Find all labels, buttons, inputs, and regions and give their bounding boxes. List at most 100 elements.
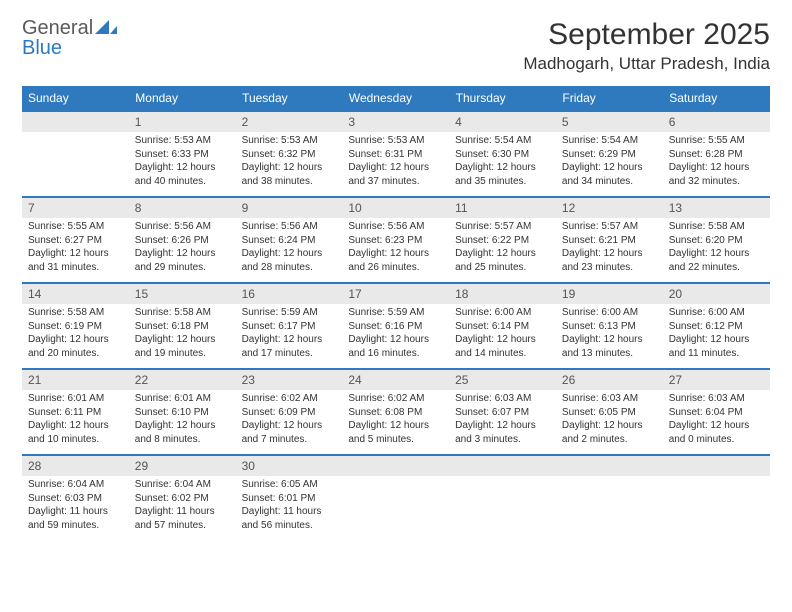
daylight-text: Daylight: 12 hours and 11 minutes.: [669, 333, 764, 360]
day-number-cell: [663, 455, 770, 476]
day-number-cell: 1: [129, 111, 236, 132]
sunset-text: Sunset: 6:33 PM: [135, 148, 230, 162]
day-detail-cell: Sunrise: 5:54 AMSunset: 6:30 PMDaylight:…: [449, 132, 556, 197]
sunrise-text: Sunrise: 5:58 AM: [135, 306, 230, 320]
day-detail-cell: Sunrise: 5:53 AMSunset: 6:33 PMDaylight:…: [129, 132, 236, 197]
sunset-text: Sunset: 6:03 PM: [28, 492, 123, 506]
day-detail-cell: Sunrise: 5:57 AMSunset: 6:21 PMDaylight:…: [556, 218, 663, 283]
day-number-cell: 12: [556, 197, 663, 218]
day-number-cell: 13: [663, 197, 770, 218]
day-detail-cell: Sunrise: 6:05 AMSunset: 6:01 PMDaylight:…: [236, 476, 343, 540]
sunset-text: Sunset: 6:16 PM: [348, 320, 443, 334]
location-text: Madhogarh, Uttar Pradesh, India: [523, 54, 770, 74]
week-daynum-row: 21222324252627: [22, 369, 770, 390]
day-detail-cell: Sunrise: 5:58 AMSunset: 6:19 PMDaylight:…: [22, 304, 129, 369]
day-detail-cell: Sunrise: 5:53 AMSunset: 6:31 PMDaylight:…: [342, 132, 449, 197]
sunset-text: Sunset: 6:01 PM: [242, 492, 337, 506]
day-detail-cell: [449, 476, 556, 540]
logo-text-gray: General: [22, 17, 93, 39]
sunset-text: Sunset: 6:26 PM: [135, 234, 230, 248]
day-detail-cell: [556, 476, 663, 540]
weekday-header-row: Sunday Monday Tuesday Wednesday Thursday…: [22, 86, 770, 111]
daylight-text: Daylight: 11 hours and 57 minutes.: [135, 505, 230, 532]
sunrise-text: Sunrise: 6:04 AM: [135, 478, 230, 492]
sunset-text: Sunset: 6:32 PM: [242, 148, 337, 162]
weekday-header: Thursday: [449, 86, 556, 111]
day-detail-cell: [22, 132, 129, 197]
day-number-cell: [556, 455, 663, 476]
day-number-cell: 20: [663, 283, 770, 304]
day-number-cell: 22: [129, 369, 236, 390]
sunset-text: Sunset: 6:29 PM: [562, 148, 657, 162]
daylight-text: Daylight: 12 hours and 17 minutes.: [242, 333, 337, 360]
logo: General Blue: [22, 18, 117, 58]
sunset-text: Sunset: 6:11 PM: [28, 406, 123, 420]
day-detail-cell: Sunrise: 5:55 AMSunset: 6:27 PMDaylight:…: [22, 218, 129, 283]
sunrise-text: Sunrise: 5:53 AM: [348, 134, 443, 148]
calendar-table: Sunday Monday Tuesday Wednesday Thursday…: [22, 86, 770, 540]
sunrise-text: Sunrise: 5:56 AM: [242, 220, 337, 234]
daylight-text: Daylight: 12 hours and 14 minutes.: [455, 333, 550, 360]
day-number-cell: [22, 111, 129, 132]
day-detail-cell: Sunrise: 5:54 AMSunset: 6:29 PMDaylight:…: [556, 132, 663, 197]
day-number-cell: 3: [342, 111, 449, 132]
day-number-cell: 17: [342, 283, 449, 304]
day-detail-cell: Sunrise: 5:58 AMSunset: 6:20 PMDaylight:…: [663, 218, 770, 283]
weekday-header: Friday: [556, 86, 663, 111]
sunrise-text: Sunrise: 6:05 AM: [242, 478, 337, 492]
daylight-text: Daylight: 12 hours and 8 minutes.: [135, 419, 230, 446]
daylight-text: Daylight: 12 hours and 29 minutes.: [135, 247, 230, 274]
day-detail-cell: Sunrise: 6:00 AMSunset: 6:14 PMDaylight:…: [449, 304, 556, 369]
week-daynum-row: 14151617181920: [22, 283, 770, 304]
daylight-text: Daylight: 12 hours and 26 minutes.: [348, 247, 443, 274]
sunset-text: Sunset: 6:02 PM: [135, 492, 230, 506]
logo-text: General Blue: [22, 18, 117, 58]
day-number-cell: 10: [342, 197, 449, 218]
sunrise-text: Sunrise: 5:56 AM: [348, 220, 443, 234]
day-detail-cell: [342, 476, 449, 540]
daylight-text: Daylight: 12 hours and 2 minutes.: [562, 419, 657, 446]
day-number-cell: 29: [129, 455, 236, 476]
sunset-text: Sunset: 6:07 PM: [455, 406, 550, 420]
daylight-text: Daylight: 12 hours and 5 minutes.: [348, 419, 443, 446]
day-number-cell: 19: [556, 283, 663, 304]
month-title: September 2025: [523, 18, 770, 52]
day-detail-cell: Sunrise: 5:56 AMSunset: 6:24 PMDaylight:…: [236, 218, 343, 283]
day-detail-cell: Sunrise: 5:55 AMSunset: 6:28 PMDaylight:…: [663, 132, 770, 197]
day-detail-cell: Sunrise: 6:04 AMSunset: 6:02 PMDaylight:…: [129, 476, 236, 540]
day-number-cell: [449, 455, 556, 476]
sunset-text: Sunset: 6:22 PM: [455, 234, 550, 248]
day-detail-cell: [663, 476, 770, 540]
sunset-text: Sunset: 6:24 PM: [242, 234, 337, 248]
sunrise-text: Sunrise: 6:00 AM: [562, 306, 657, 320]
sunrise-text: Sunrise: 5:55 AM: [28, 220, 123, 234]
day-number-cell: 4: [449, 111, 556, 132]
sunrise-text: Sunrise: 5:55 AM: [669, 134, 764, 148]
day-number-cell: 18: [449, 283, 556, 304]
logo-text-blue: Blue: [22, 37, 62, 59]
daylight-text: Daylight: 12 hours and 40 minutes.: [135, 161, 230, 188]
day-number-cell: 21: [22, 369, 129, 390]
week-daynum-row: 78910111213: [22, 197, 770, 218]
day-number-cell: 11: [449, 197, 556, 218]
sunrise-text: Sunrise: 5:57 AM: [562, 220, 657, 234]
sunset-text: Sunset: 6:17 PM: [242, 320, 337, 334]
day-number-cell: 27: [663, 369, 770, 390]
daylight-text: Daylight: 12 hours and 16 minutes.: [348, 333, 443, 360]
weekday-header: Wednesday: [342, 86, 449, 111]
day-detail-cell: Sunrise: 5:57 AMSunset: 6:22 PMDaylight:…: [449, 218, 556, 283]
daylight-text: Daylight: 12 hours and 7 minutes.: [242, 419, 337, 446]
weekday-header: Tuesday: [236, 86, 343, 111]
sunset-text: Sunset: 6:27 PM: [28, 234, 123, 248]
day-number-cell: 15: [129, 283, 236, 304]
header: General Blue September 2025 Madhogarh, U…: [22, 18, 770, 74]
sunset-text: Sunset: 6:23 PM: [348, 234, 443, 248]
sunset-text: Sunset: 6:20 PM: [669, 234, 764, 248]
sunrise-text: Sunrise: 6:03 AM: [669, 392, 764, 406]
day-number-cell: 6: [663, 111, 770, 132]
day-number-cell: [342, 455, 449, 476]
day-detail-cell: Sunrise: 6:02 AMSunset: 6:08 PMDaylight:…: [342, 390, 449, 455]
sunrise-text: Sunrise: 6:01 AM: [135, 392, 230, 406]
sunset-text: Sunset: 6:14 PM: [455, 320, 550, 334]
weekday-header: Sunday: [22, 86, 129, 111]
